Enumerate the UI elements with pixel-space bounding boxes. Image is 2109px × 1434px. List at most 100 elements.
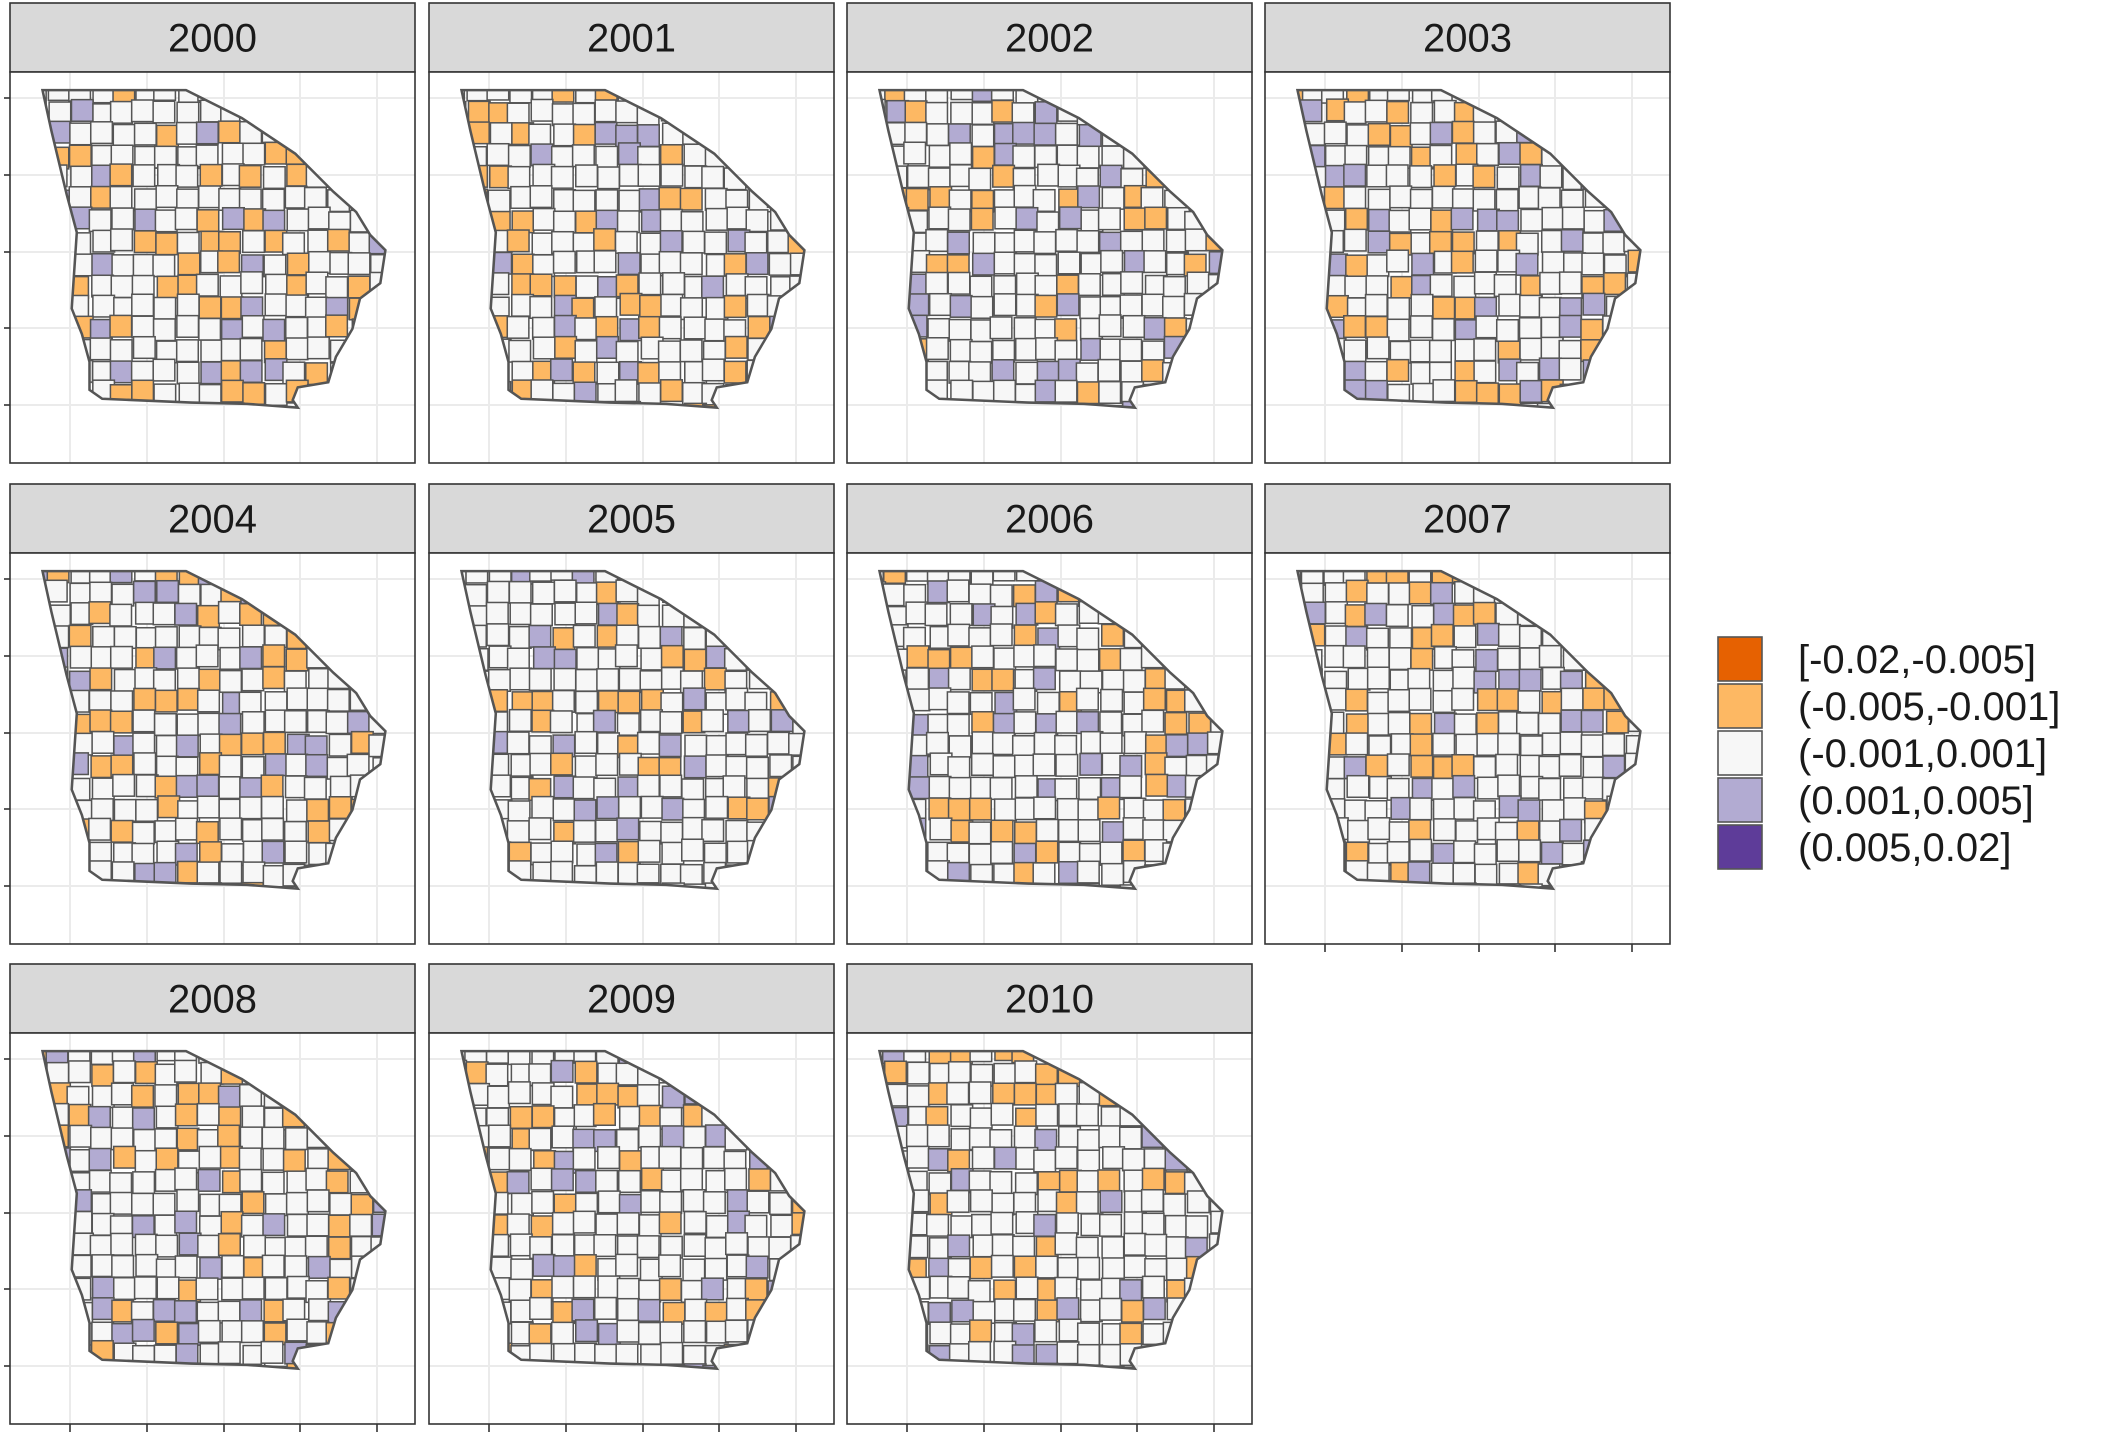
county [905, 1124, 930, 1148]
county [929, 817, 953, 841]
county [264, 625, 288, 649]
county [746, 1190, 770, 1214]
county [637, 839, 661, 863]
county [198, 752, 223, 776]
county [1324, 625, 1348, 649]
county [593, 1233, 617, 1258]
panel-border [846, 71, 1253, 464]
county [703, 842, 727, 866]
county [68, 144, 92, 168]
county [506, 647, 530, 671]
county [1140, 1188, 1164, 1213]
county [616, 1277, 640, 1301]
county [1390, 275, 1414, 299]
county [1140, 186, 1164, 210]
county [704, 1237, 728, 1261]
county [132, 732, 156, 756]
county [1473, 755, 1497, 780]
county [1076, 1149, 1101, 1173]
county [532, 336, 556, 360]
county [286, 163, 310, 187]
county [531, 795, 555, 819]
county [217, 1085, 241, 1109]
county [155, 1147, 179, 1171]
county [992, 755, 1016, 779]
county [305, 271, 329, 295]
county [486, 142, 510, 167]
county [218, 669, 243, 693]
county [489, 122, 513, 146]
county [1538, 820, 1563, 844]
county [1407, 667, 1431, 691]
county [550, 1168, 574, 1192]
county [132, 580, 156, 604]
county [308, 1298, 332, 1322]
county [1034, 379, 1058, 403]
county [218, 712, 242, 736]
county [1493, 273, 1517, 298]
county [1582, 687, 1606, 711]
county [1054, 1232, 1078, 1256]
county [154, 209, 178, 233]
county [111, 1299, 135, 1323]
state-outline [40, 569, 387, 891]
panel-border [1264, 552, 1671, 945]
county [727, 709, 751, 733]
county [1561, 206, 1585, 230]
county [109, 100, 133, 124]
county [1101, 186, 1125, 210]
county [572, 123, 596, 147]
county [594, 99, 618, 123]
county [1119, 230, 1144, 254]
county [550, 860, 574, 884]
county [238, 164, 262, 188]
county [1366, 666, 1390, 690]
county [88, 1147, 112, 1171]
county [637, 315, 662, 340]
county [131, 1318, 155, 1342]
county [1014, 775, 1038, 799]
county [658, 1277, 682, 1302]
county [1162, 275, 1186, 299]
county [241, 668, 265, 692]
county [704, 1124, 729, 1148]
county [1366, 254, 1390, 278]
county [701, 818, 725, 843]
county [1164, 1214, 1188, 1238]
county [1582, 756, 1606, 780]
county [658, 186, 682, 210]
county [135, 1253, 159, 1277]
county [553, 775, 577, 799]
county [90, 646, 114, 670]
county [154, 820, 178, 844]
county [994, 232, 1018, 256]
county [550, 1085, 574, 1109]
county [1453, 275, 1477, 299]
county [92, 625, 116, 649]
county [972, 231, 996, 255]
county [486, 580, 510, 604]
county [551, 1125, 575, 1149]
state-outline [459, 569, 806, 891]
county [1012, 121, 1036, 145]
county [657, 340, 681, 364]
county [636, 1084, 660, 1108]
county [1540, 841, 1564, 865]
county [1162, 1193, 1186, 1217]
county [1346, 774, 1370, 799]
county [90, 1126, 114, 1150]
county [262, 644, 286, 668]
county [947, 208, 971, 232]
county [178, 1322, 202, 1346]
county [242, 229, 266, 254]
county [683, 143, 707, 167]
county [971, 645, 995, 669]
county [551, 1275, 575, 1299]
county [1036, 1299, 1060, 1323]
county [971, 711, 995, 735]
county [1035, 1255, 1059, 1279]
county [1432, 602, 1457, 626]
county [261, 817, 285, 841]
county [552, 250, 576, 274]
county [1077, 185, 1101, 209]
